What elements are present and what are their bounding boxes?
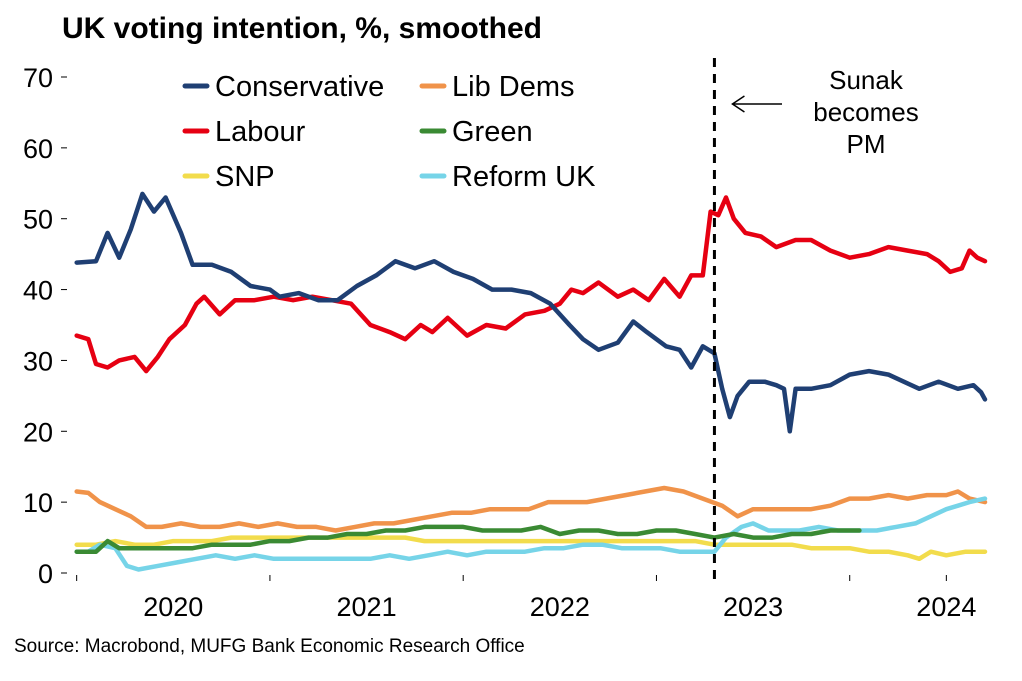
y-tick-label: 60 [23, 134, 53, 164]
annotation-text-line: becomes [813, 97, 919, 127]
y-tick-label: 70 [23, 63, 53, 93]
x-tick-label: 2023 [723, 592, 783, 622]
legend-label: SNP [215, 161, 275, 193]
x-axis: 2020 2021 2022 2023 2024 [76, 575, 976, 622]
x-tick-label: 2020 [143, 592, 203, 622]
y-tick-label: 0 [38, 559, 53, 589]
legend-label: Green [452, 116, 533, 148]
legend-label: Reform UK [452, 161, 596, 193]
y-tick-label: 40 [23, 276, 53, 306]
y-tick-label: 10 [23, 488, 53, 518]
series-line-snp [74, 535, 988, 562]
legend-label: Lib Dems [452, 71, 575, 103]
annotation-text-line: Sunak [829, 65, 904, 95]
legend-label: Labour [215, 116, 306, 148]
legend-label: Conservative [215, 71, 384, 103]
series-line-conservative [74, 191, 988, 434]
annotation-arrow-head [731, 95, 745, 113]
y-tick-label: 50 [23, 205, 53, 235]
y-axis: 0 10 20 30 40 50 60 70 [23, 63, 67, 589]
y-tick-label: 30 [23, 346, 53, 376]
y-tick-label: 20 [23, 417, 53, 447]
series-layer [74, 191, 988, 572]
legend: Conservative Lib Dems Labour Green SNP Reform… [182, 71, 596, 193]
series-line-labour [74, 195, 988, 374]
series-line-green [74, 524, 862, 554]
x-tick-label: 2021 [337, 592, 397, 622]
x-tick-label: 2024 [916, 592, 976, 622]
source-note: Source: Macrobond, MUFG Bank Economic Re… [14, 636, 525, 657]
series-line-lib-dems [74, 485, 988, 533]
annotation-text-line: PM [847, 129, 886, 159]
x-tick-label: 2022 [530, 592, 590, 622]
chart-title: UK voting intention, %, smoothed [62, 12, 542, 45]
